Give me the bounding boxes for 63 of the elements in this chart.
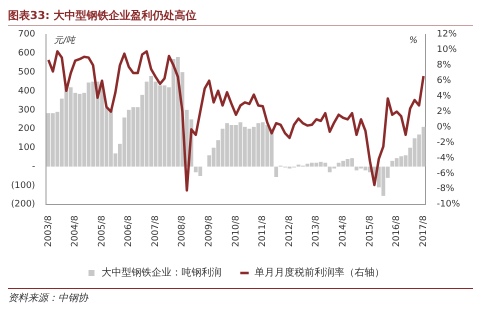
y-tick-label: (200) — [11, 200, 36, 210]
x-tick-label: 2003/8 — [44, 215, 54, 248]
bar — [381, 166, 386, 196]
bar — [399, 156, 404, 167]
y-tick-label: (100) — [11, 180, 36, 191]
x-tick-label: 2010/8 — [231, 215, 242, 248]
legend-label: 大中型钢铁企业：吨钢利润 — [102, 266, 222, 279]
y-tick-label: 600 — [18, 48, 36, 59]
x-tick-label: 2006/8 — [124, 215, 134, 248]
bar — [310, 162, 314, 167]
y-tick-label: 500 — [18, 68, 36, 78]
x-tick-label: 2012/8 — [284, 215, 295, 248]
bar — [260, 122, 265, 167]
y2-tick-label: -6% — [436, 168, 455, 179]
y-tick-label: 200 — [18, 124, 36, 134]
y2-tick-label: 12% — [436, 30, 458, 40]
x-tick-label: 2007/8 — [150, 215, 161, 248]
y-tick-label: 100 — [18, 143, 36, 154]
y-tick-label: 300 — [18, 105, 36, 116]
bar — [198, 166, 202, 176]
y-tick-label: 400 — [18, 86, 36, 96]
bar — [126, 110, 131, 167]
bar — [149, 76, 154, 167]
y2-tick-label: -10% — [436, 200, 460, 210]
bar — [68, 87, 73, 167]
x-tick-label: 2011/8 — [258, 215, 268, 248]
y2-tick-label: 8% — [436, 60, 452, 71]
bar — [256, 123, 260, 167]
y2-tick-label: -8% — [436, 184, 455, 194]
bar — [247, 128, 252, 167]
x-tick-label: 2009/8 — [204, 215, 215, 248]
y-tick-label: 700 — [18, 30, 36, 40]
legend-label: 单月月度税前利润率（右轴） — [254, 266, 384, 279]
bar — [394, 158, 399, 167]
chart-title: 图表33: 大中型钢铁企业盈利仍处高位 — [8, 8, 473, 26]
x-tick-label: 2016/8 — [392, 215, 402, 248]
x-tick-label: 2013/8 — [312, 215, 322, 248]
bar — [328, 166, 332, 172]
bar — [390, 160, 394, 167]
x-tick-label: 2014/8 — [338, 215, 348, 248]
y2-tick-label: 6% — [436, 76, 452, 86]
x-tick-label: 2004/8 — [70, 215, 81, 248]
x-tick-label: 2005/8 — [97, 215, 108, 248]
bar — [78, 94, 82, 167]
y2-tick-label: -4% — [436, 153, 455, 164]
bar — [86, 82, 91, 167]
y2-tick-label: 10% — [436, 45, 458, 56]
y-tick-label: - — [32, 162, 36, 172]
x-tick-label: 2017/8 — [418, 215, 429, 248]
y2-tick-label: 2% — [436, 106, 452, 117]
bar — [194, 166, 198, 172]
bar — [131, 107, 136, 167]
y2-tick-label: -2% — [436, 138, 455, 148]
text: 资料来源：中钢协 — [8, 288, 473, 305]
y2-axis-title: % — [409, 36, 418, 46]
bar — [341, 160, 346, 167]
y2-tick-label: 4% — [436, 92, 452, 102]
bar — [274, 166, 278, 177]
bar — [252, 126, 256, 167]
y-axis-title: 元/吨 — [54, 35, 78, 46]
y2-tick-label: 0% — [436, 122, 452, 132]
x-tick-label: 2008/8 — [178, 215, 188, 248]
x-tick-label: 2015/8 — [365, 215, 376, 248]
